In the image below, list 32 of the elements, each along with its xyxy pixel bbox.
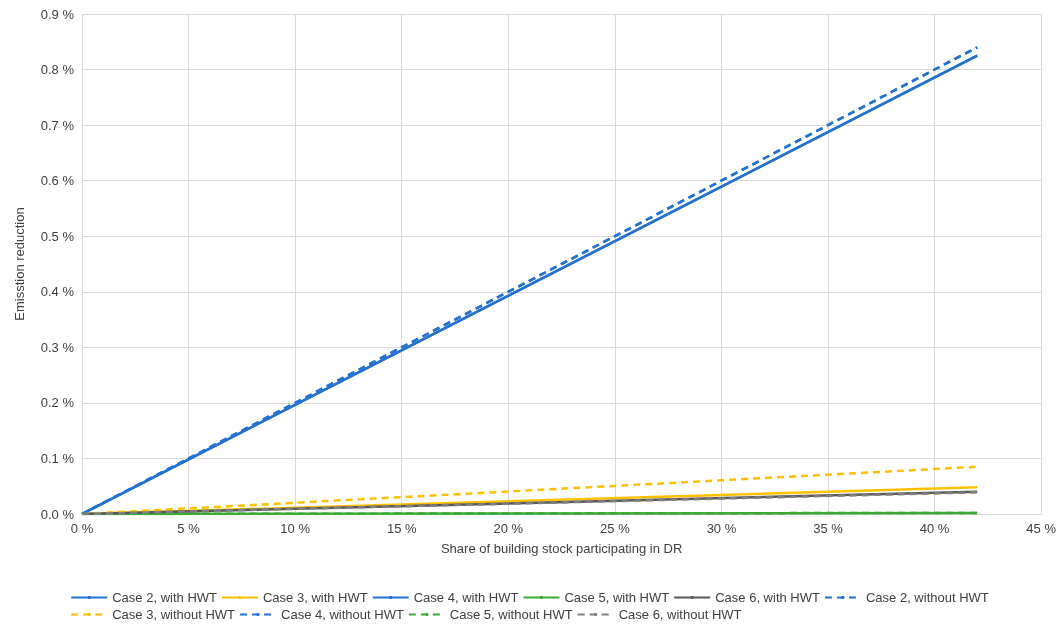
y-tick-label: 0.7 % [40, 117, 75, 133]
legend-label: Case 5, without HWT [449, 607, 573, 622]
x-tick-label: 40 % [919, 521, 950, 536]
y-tick-label: 0.1 % [40, 450, 75, 466]
y-axis-title: Emisstion reduction [12, 207, 27, 321]
x-tick-label: 30 % [706, 521, 737, 536]
legend-label: Case 5, with HWT [564, 590, 670, 605]
legend-label: Case 4, with HWT [413, 590, 519, 605]
x-tick-label: 45 % [1026, 521, 1057, 536]
legend-label: Case 3, with HWT [262, 590, 368, 605]
legend-label: Case 6, with HWT [715, 590, 821, 605]
y-tick-label: 0.3 % [40, 339, 75, 355]
y-tick-label: 0.2 % [40, 395, 75, 411]
x-tick-label: 5 % [177, 521, 201, 536]
x-tick-label: 25 % [600, 521, 631, 536]
x-tick-label: 20 % [493, 521, 524, 536]
legend-label: Case 6, without HWT [618, 607, 742, 622]
legend-label: Case 4, without HWT [281, 607, 404, 622]
x-tick-label: 10 % [280, 521, 311, 536]
y-tick-label: 0.6 % [40, 173, 75, 189]
x-tick-label: 0 % [70, 521, 94, 536]
legend-label: Case 2, without HWT [865, 590, 989, 605]
y-tick-label: 0.8 % [40, 62, 75, 78]
x-tick-label: 15 % [386, 521, 417, 536]
y-tick-label: 0.4 % [40, 284, 75, 300]
y-tick-label: 0.5 % [40, 228, 75, 244]
y-tick-label: 0.0 % [40, 506, 75, 522]
x-axis-title: Share of building stock participating in DR [440, 541, 683, 556]
x-tick-label: 35 % [813, 521, 844, 536]
legend-label: Case 3, without HWT [112, 607, 236, 622]
y-tick-label: 0.9 % [40, 6, 75, 22]
legend-label: Case 2, with HWT [112, 590, 218, 605]
